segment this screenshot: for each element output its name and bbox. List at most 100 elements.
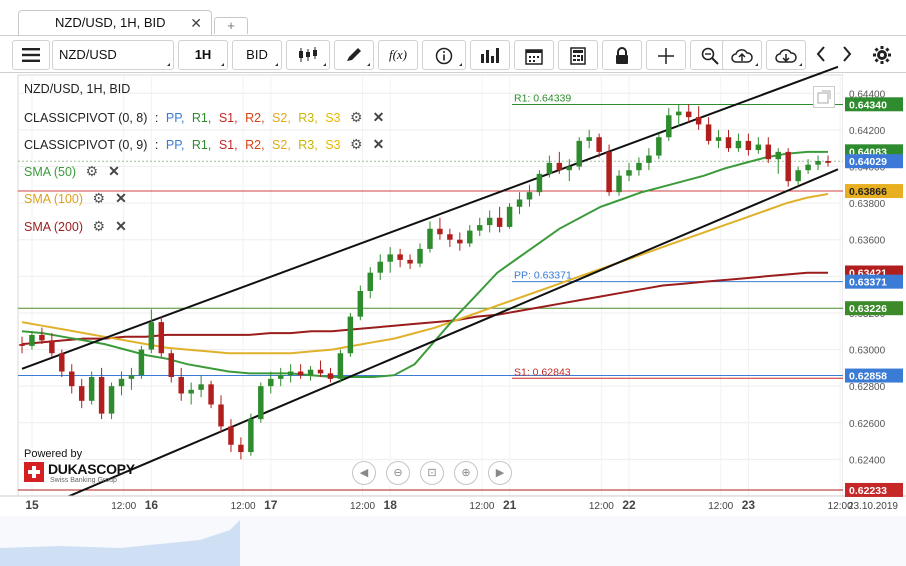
candle [417,248,423,264]
period-value: 1H [194,47,212,62]
pivot-1-s3: S3 [325,111,341,125]
scroll-right-button[interactable] [836,40,858,70]
close-icon[interactable]: ✕ [115,218,127,234]
nav-prev-button[interactable]: ◀ [352,461,376,485]
candle [616,175,622,193]
price-tag [845,482,903,497]
x-tick-label: 17 [264,498,278,512]
price-tag [845,274,903,289]
candlestick-icon [299,47,317,62]
candle [178,377,184,394]
candle [695,117,702,125]
reset-view-button[interactable]: ⊡ [420,461,444,485]
candle [606,151,612,193]
popout-button[interactable] [813,86,835,108]
side-select[interactable]: BID [232,40,282,70]
chevron-down-icon [323,63,326,66]
candle [277,375,284,379]
scroll-left-button[interactable] [810,40,832,70]
calendar-button[interactable] [514,40,554,70]
candle [646,155,652,163]
menu-button[interactable] [12,40,50,70]
candle [457,239,463,244]
gear-icon[interactable]: ⚙ [350,136,363,152]
candle [755,144,762,151]
volume-button[interactable] [470,40,510,70]
gear-icon[interactable]: ⚙ [85,163,99,179]
x-tick-label: 23 [742,498,756,512]
y-tick-label: 0.63800 [849,199,886,210]
indicators-button[interactable]: f(x) [378,40,418,70]
close-icon[interactable]: ✕ [190,15,202,31]
calculator-button[interactable] [558,40,598,70]
legend-pivot-1: CLASSICPIVOT (0, 8) : PP, R1, S1, R2, S2… [24,109,388,126]
y-tick-label: 0.62800 [849,382,886,393]
candle [815,161,821,165]
candle [447,234,453,240]
draw-tool-button[interactable] [334,40,374,70]
sma-100-line [21,193,829,355]
nav-next-button[interactable]: ▶ [488,461,512,485]
price-tag [845,97,903,112]
info-button[interactable] [422,40,466,70]
tab-title: NZD/USD, 1H, BID [55,15,166,30]
price-tag [845,154,903,169]
y-tick-label: 0.64400 [849,89,886,100]
candle [307,369,314,376]
settings-button[interactable] [868,40,896,70]
navigator-series [0,520,240,566]
candle [88,377,95,401]
candle [825,161,831,163]
add-tab-button[interactable]: + [214,17,248,34]
symbol-select[interactable]: NZD/USD [52,40,174,70]
x-tick-label: 12:00 [469,501,494,512]
lock-button[interactable] [602,40,642,70]
candle [556,162,563,171]
symbol-value: NZD/USD [59,47,117,62]
candle [725,137,732,149]
pivot-label: S1: 0.62843 [514,366,571,378]
pivot-2-sep: : [154,138,159,152]
chevron-down-icon [459,63,462,66]
close-icon[interactable]: ✕ [372,109,385,125]
close-icon[interactable]: ✕ [115,190,127,206]
chart-type-button[interactable] [286,40,330,70]
candle [208,384,214,405]
candle [715,137,722,141]
gear-icon[interactable]: ⚙ [92,218,106,234]
legend-pivot-2: CLASSICPIVOT (0, 9) : PP, R1, S1, R2, S2… [24,136,388,153]
x-tick-label: 12:00 [111,501,136,512]
lock-icon [616,47,628,64]
legend-sma-50: SMA (50) ⚙ ✕ [24,163,124,180]
close-icon[interactable]: ✕ [372,136,385,152]
pivot-1-r1: R1, [191,111,212,125]
zoom-in-button[interactable]: ⊕ [454,461,478,485]
candle [546,162,553,174]
candle [685,111,692,118]
upload-button[interactable] [722,40,762,70]
zoom-out-button[interactable]: ⊖ [386,461,410,485]
y-tick-label: 0.64200 [849,126,886,137]
pivot-2-r1: R1, [191,138,212,152]
candle [496,217,503,227]
tab-chart[interactable]: NZD/USD, 1H, BID ✕ [18,10,212,36]
candle [775,151,781,160]
gear-icon[interactable]: ⚙ [92,190,106,206]
pivot-label: R1: 0.64339 [514,92,571,104]
period-select[interactable]: 1H [178,40,228,70]
pivot-2-pp: PP, [165,138,185,152]
download-button[interactable] [766,40,806,70]
pivot-label: PP: 0.63371 [514,270,572,282]
candle [666,115,672,138]
channel-lower-line [21,168,839,518]
gear-icon[interactable]: ⚙ [350,109,363,125]
candle [795,170,801,182]
y-tick-label: 0.63000 [849,346,886,357]
close-icon[interactable]: ✕ [108,163,120,179]
crosshair-button[interactable] [646,40,686,70]
brand-name: DUKASCOPY [48,461,135,477]
chevron-left-icon [816,46,825,62]
chevron-down-icon [221,63,224,66]
powered-by-label: Powered by [24,448,83,460]
